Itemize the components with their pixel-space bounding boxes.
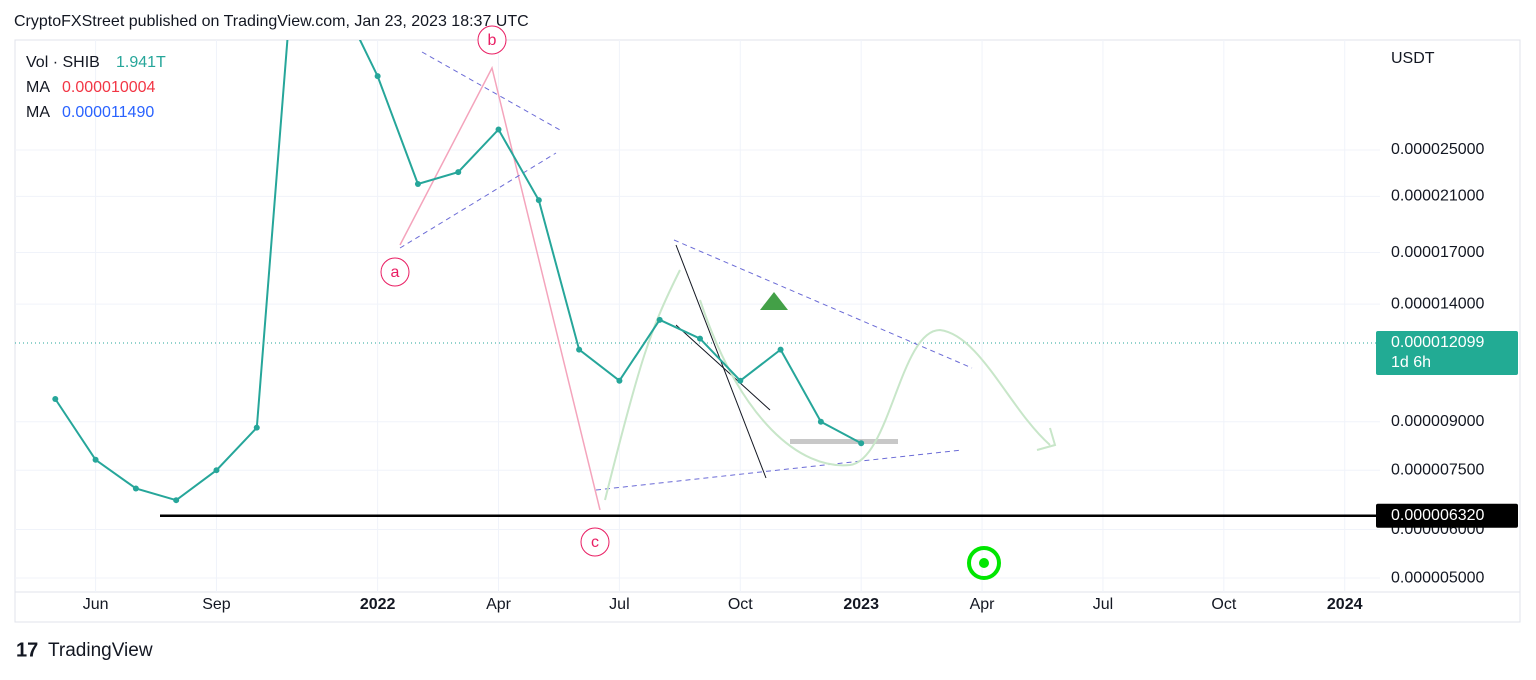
x-tick-label: Sep: [202, 596, 231, 613]
price-point: [656, 316, 663, 323]
y-tick-label: 0.000025000: [1391, 141, 1485, 158]
up-arrow: [760, 292, 788, 310]
wave-label: b: [488, 32, 497, 49]
price-point: [455, 169, 462, 176]
legend-label: MA: [26, 79, 50, 96]
last-price-badge: [1376, 330, 1518, 375]
y-tick-label: 0.000005000: [1391, 569, 1485, 586]
price-point: [52, 396, 59, 403]
price-point: [92, 456, 99, 463]
y-tick-label: 0.000017000: [1391, 244, 1485, 261]
wave-line: [399, 65, 601, 511]
y-tick-label: 0.000009000: [1391, 413, 1485, 430]
price-point: [535, 197, 542, 204]
wave-circle: [477, 25, 507, 55]
support-badge: [1376, 503, 1518, 528]
x-tick-label: Apr: [486, 596, 512, 613]
price-point: [858, 440, 865, 447]
y-tick-label: 0.000021000: [1391, 188, 1485, 205]
x-tick-label: Jul: [1093, 596, 1113, 613]
price-point: [616, 377, 623, 384]
x-tick-label: 2024: [1327, 596, 1363, 613]
wave-circle: [380, 257, 410, 287]
triangle-line: [421, 51, 561, 131]
x-tick-label: Jul: [609, 596, 629, 613]
chart-frame: [14, 39, 1521, 623]
x-tick-label: Jun: [83, 596, 109, 613]
price-point: [576, 346, 583, 353]
price-point: [374, 73, 381, 80]
price-point: [213, 467, 220, 474]
price-point: [173, 497, 180, 504]
price-point: [132, 485, 139, 492]
brand-name: TradingView: [48, 640, 153, 661]
legend-label: MA: [26, 104, 50, 121]
channel-line: [675, 324, 771, 411]
price-point: [737, 377, 744, 384]
currency-label: USDT: [1391, 50, 1435, 67]
x-tick-label: Apr: [970, 596, 996, 613]
x-tick-label: Oct: [1211, 596, 1236, 613]
triangle-line: [673, 239, 973, 369]
target-marker: [967, 546, 1001, 580]
price-point: [495, 126, 502, 133]
wave-circle: [580, 527, 610, 557]
triangle-line: [595, 449, 963, 491]
publish-title: CryptoFXStreet published on TradingView.…: [14, 13, 529, 30]
last-price-label: 0.000012099: [1391, 334, 1485, 351]
wave-label: c: [591, 534, 599, 551]
price-point: [777, 346, 784, 353]
price-point: [817, 418, 824, 425]
triangle-line: [399, 152, 557, 249]
wave-label: a: [391, 264, 400, 281]
support-zone: [790, 439, 898, 444]
drawings: [399, 51, 1057, 511]
price-point: [414, 180, 421, 187]
x-tick-label: 2023: [843, 596, 879, 613]
legend-value: 1.941T: [116, 54, 166, 71]
legend-value: 0.000010004: [62, 79, 156, 96]
x-tick-label: Oct: [728, 596, 753, 613]
y-tick-label: 0.000007500: [1391, 461, 1485, 478]
y-tick-label: 0.000014000: [1391, 295, 1485, 312]
legend-label: Vol · SHIB: [26, 54, 100, 71]
price-point: [697, 335, 703, 342]
support-label: 0.000006320: [1391, 507, 1485, 524]
brand-logo: 17: [16, 639, 38, 661]
projection-path: [604, 269, 1057, 501]
countdown-label: 1d 6h: [1391, 354, 1431, 371]
price-point: [253, 424, 260, 431]
target-marker-dot: [979, 558, 989, 568]
legend-value: 0.000011490: [62, 104, 154, 121]
x-tick-label: 2022: [360, 596, 396, 613]
